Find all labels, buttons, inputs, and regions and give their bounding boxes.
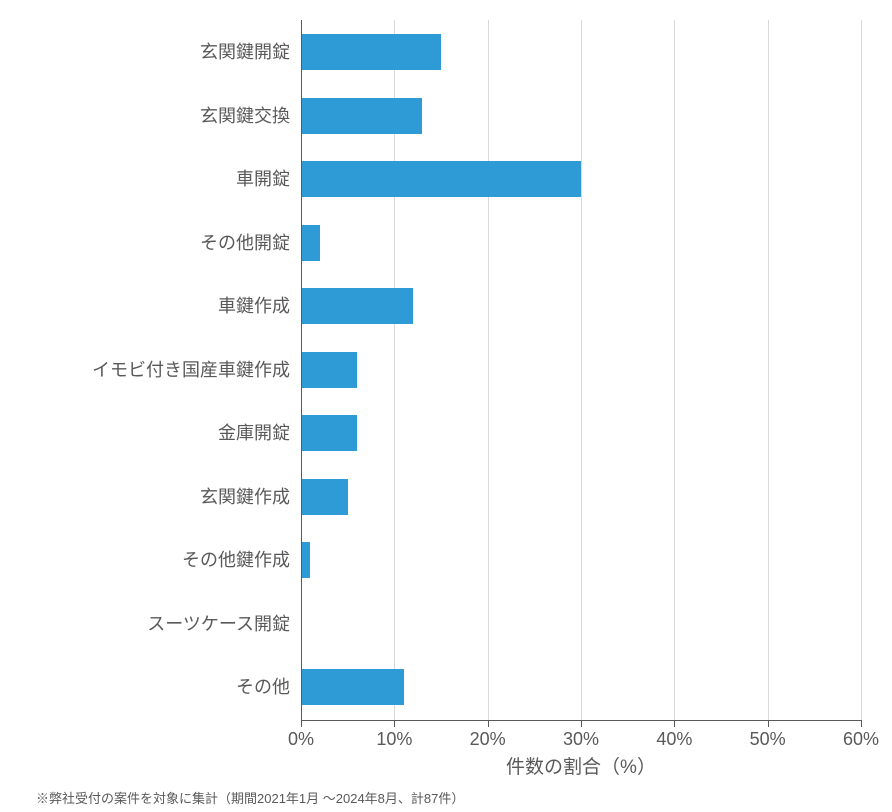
bar [301,225,320,261]
x-tick-label: 40% [656,729,692,750]
bar [301,479,348,515]
y-label: 車鍵作成 [0,288,290,324]
x-tick-label: 60% [843,729,879,750]
bar-chart: 玄関鍵開錠 玄関鍵交換 車開錠 その他開錠 車鍵作成 イモビ付き国産車鍵作成 金… [0,0,892,812]
y-label: 玄関鍵作成 [0,479,290,515]
x-tick-label: 30% [563,729,599,750]
bar [301,34,441,70]
x-tick-label: 0% [288,729,314,750]
bar [301,669,404,705]
gridline [861,20,862,720]
y-label: その他鍵作成 [0,542,290,578]
y-label: その他 [0,669,290,705]
y-label: イモビ付き国産車鍵作成 [0,352,290,388]
bars-group [301,20,861,720]
y-label: その他開錠 [0,225,290,261]
footnote: ※弊社受付の案件を対象に集計（期間2021年1月 ～2024年8月、計87件） [36,788,464,807]
y-label: 金庫開錠 [0,415,290,451]
x-axis-title: 件数の割合（%） [301,752,861,779]
bar [301,352,357,388]
x-tick-label: 20% [470,729,506,750]
plot-area [301,20,861,720]
bar [301,288,413,324]
y-label: 玄関鍵交換 [0,98,290,134]
bar [301,415,357,451]
y-axis-labels: 玄関鍵開錠 玄関鍵交換 車開錠 その他開錠 車鍵作成 イモビ付き国産車鍵作成 金… [0,20,290,720]
bar [301,161,581,197]
x-tick-label: 10% [376,729,412,750]
y-axis-line [301,20,302,720]
y-label: スーツケース開錠 [0,606,290,642]
bar [301,98,422,134]
bar [301,542,310,578]
x-tick-label: 50% [750,729,786,750]
y-label: 玄関鍵開錠 [0,34,290,70]
y-label: 車開錠 [0,161,290,197]
